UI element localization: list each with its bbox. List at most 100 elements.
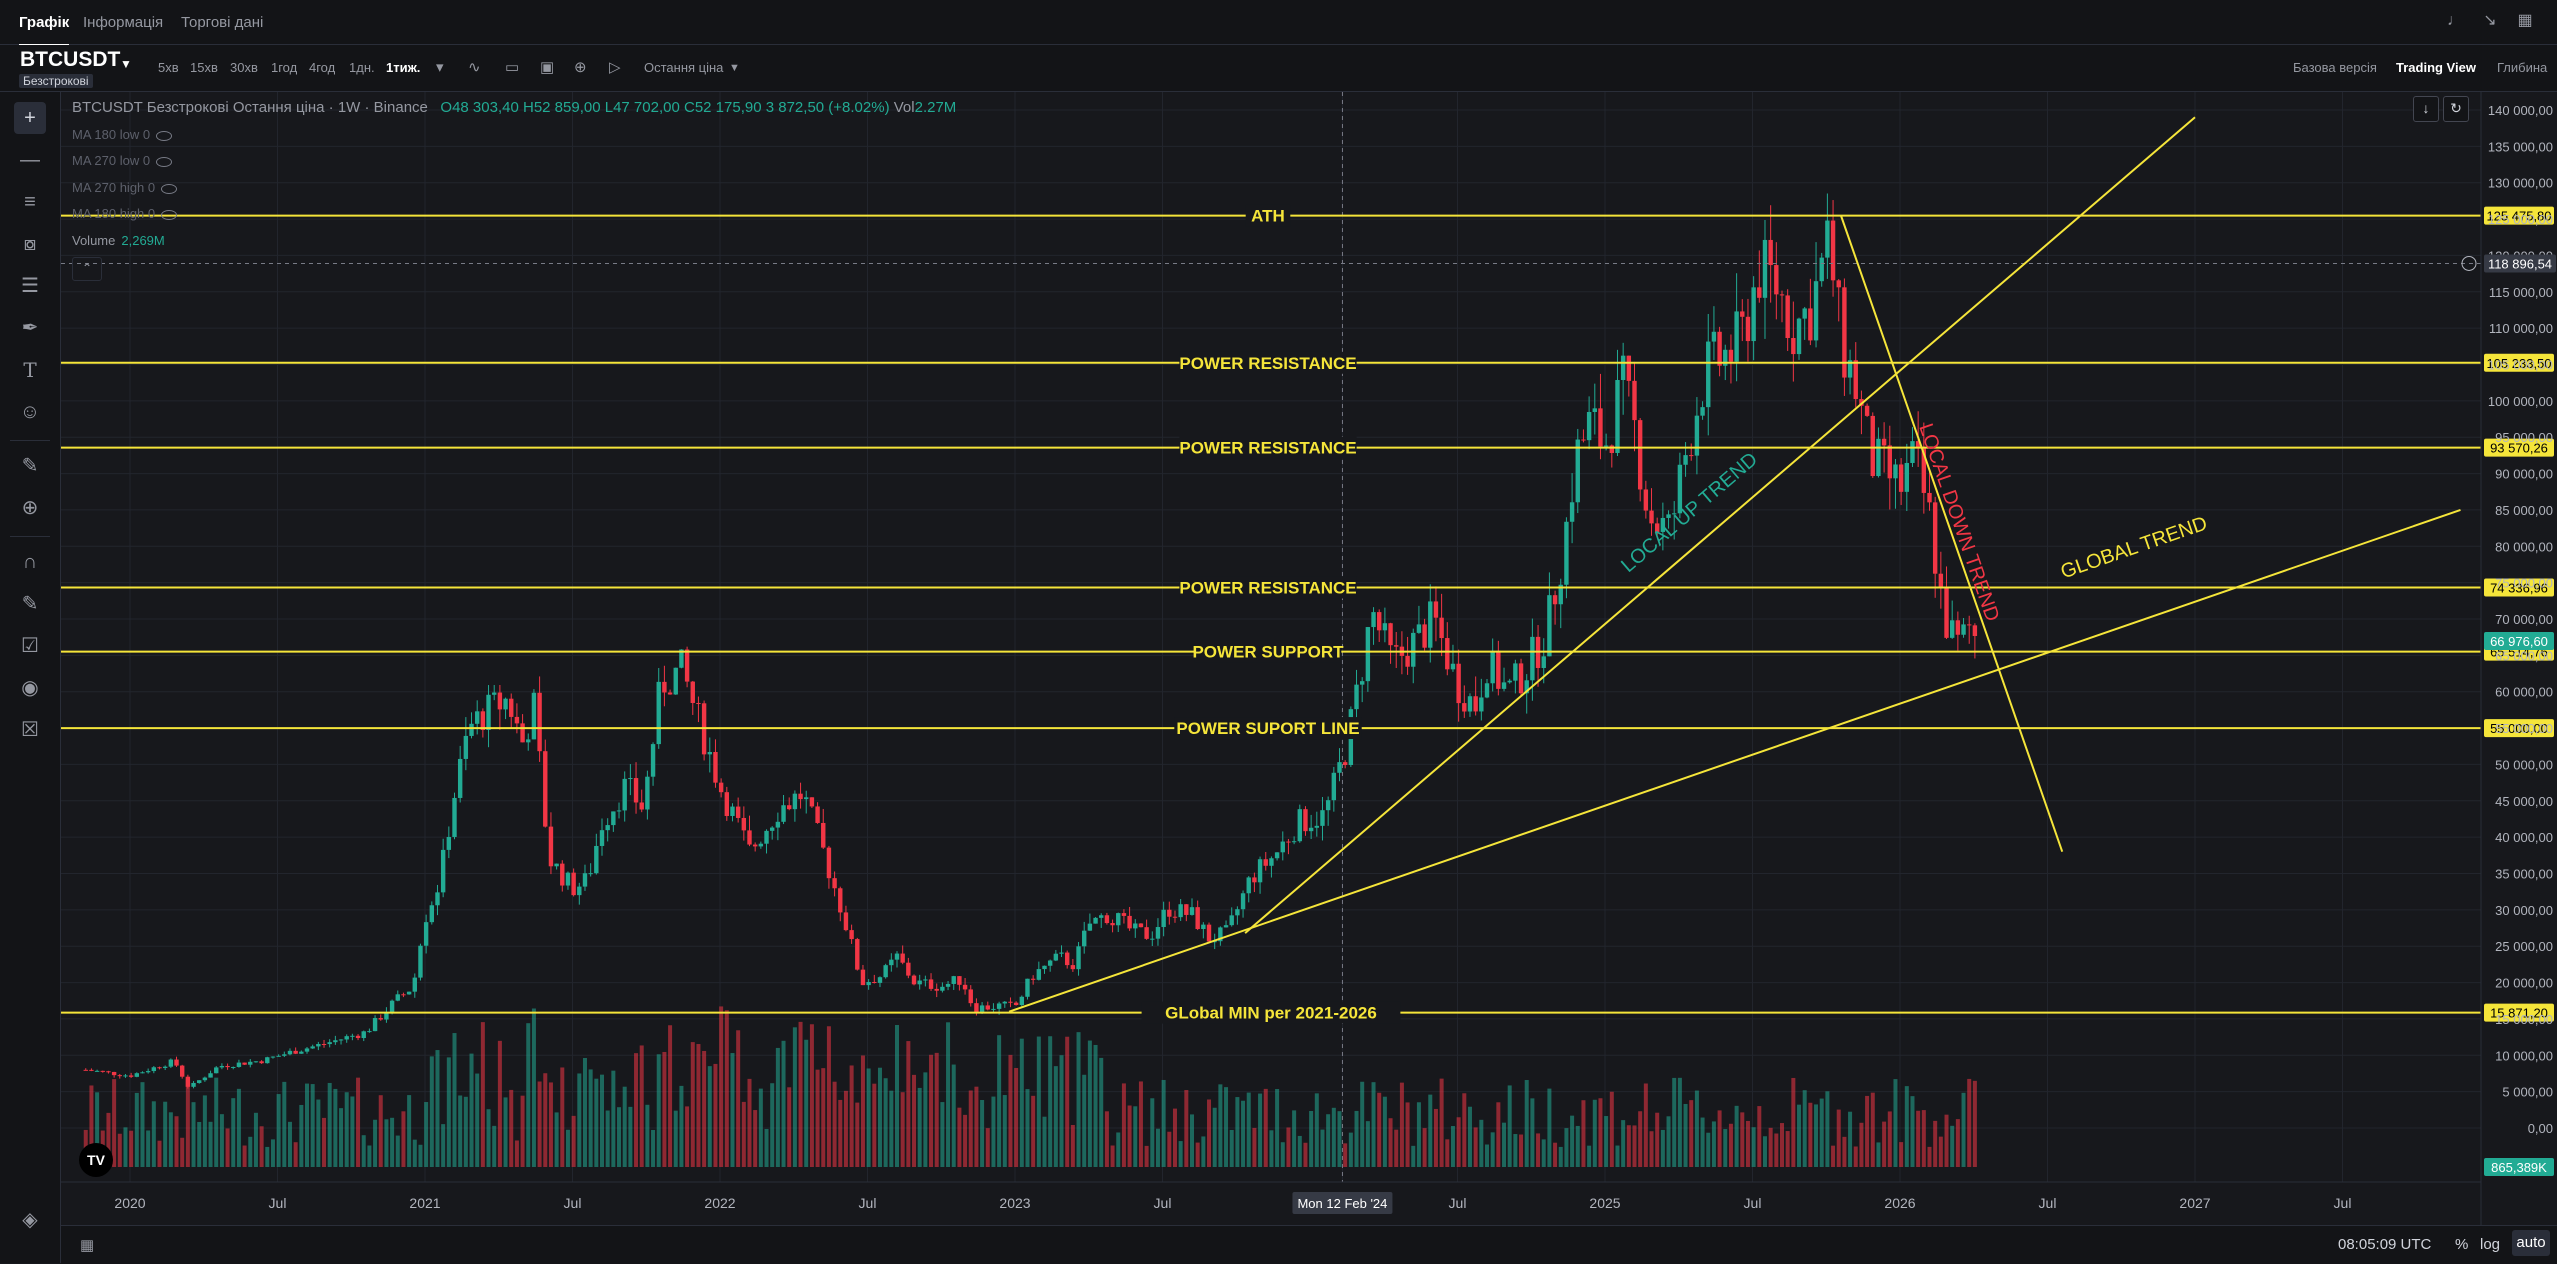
camera-icon[interactable]: ▣ bbox=[540, 59, 555, 76]
candle-body bbox=[1876, 438, 1881, 477]
tab-trading-data[interactable]: Торгові дані bbox=[181, 14, 264, 31]
candle-body bbox=[1972, 625, 1978, 636]
crosshair-icon[interactable]: + bbox=[14, 102, 46, 134]
volume-bar bbox=[1626, 1125, 1631, 1167]
volume-bar bbox=[1853, 1146, 1858, 1167]
candle-body bbox=[1581, 439, 1586, 441]
candle-body bbox=[1172, 916, 1178, 918]
layout-grid-icon[interactable]: ▦ bbox=[2517, 12, 2533, 29]
symbol-dropdown-icon[interactable]: ▼ bbox=[120, 57, 132, 71]
indicators-icon[interactable]: ∿ bbox=[468, 59, 481, 76]
magnet-icon[interactable]: ∩ bbox=[22, 551, 38, 573]
price-tag-bg bbox=[2484, 206, 2554, 225]
timeframe-1h[interactable]: 1год bbox=[271, 60, 298, 75]
volume-bar bbox=[384, 1119, 389, 1167]
volume-bar bbox=[1666, 1116, 1671, 1167]
price-mode-select[interactable]: Остання ціна bbox=[644, 60, 724, 75]
hidden-eye-icon[interactable] bbox=[156, 156, 173, 167]
timeframe-1w[interactable]: 1тиж. bbox=[386, 60, 421, 75]
volume-bar bbox=[1394, 1129, 1399, 1167]
volume-bar bbox=[1258, 1093, 1263, 1167]
price-axis-label: 15 000,00 bbox=[2495, 1012, 2553, 1027]
view-basic[interactable]: Базова версія bbox=[2293, 60, 2377, 75]
volume-bar bbox=[1706, 1132, 1711, 1167]
log-button[interactable]: log bbox=[2480, 1236, 2501, 1253]
timeframe-1d[interactable]: 1дн. bbox=[349, 60, 375, 75]
timeframe-15m[interactable]: 15хв bbox=[190, 60, 218, 75]
price-chart[interactable]: ATH 125 475,80 POWER RESISTANCE 105 233,50 P… bbox=[61, 92, 2557, 1225]
time-axis-label: 2027 bbox=[2179, 1195, 2210, 1211]
volume-bar bbox=[940, 1102, 945, 1167]
volume-bar bbox=[753, 1110, 758, 1167]
eye-icon[interactable]: ◉ bbox=[21, 677, 39, 699]
layers-icon[interactable]: ◈ bbox=[22, 1209, 38, 1231]
emoji-icon[interactable]: ☺ bbox=[19, 401, 41, 423]
candle-body bbox=[497, 692, 503, 710]
auto-button[interactable]: auto bbox=[2512, 1230, 2550, 1256]
indicator-ma270-high[interactable]: MA 270 high 0 bbox=[72, 180, 178, 195]
scroll-down-button[interactable]: ↓ bbox=[2413, 96, 2439, 122]
volume-bar bbox=[1433, 1108, 1438, 1167]
ruler-icon[interactable]: ✎ bbox=[21, 455, 39, 477]
candle-body bbox=[730, 806, 735, 816]
hidden-eye-icon[interactable] bbox=[161, 209, 178, 220]
volume-bar bbox=[1042, 1116, 1047, 1167]
hidden-eye-icon[interactable] bbox=[161, 183, 178, 194]
timeframe-30m[interactable]: 30хв bbox=[230, 60, 258, 75]
lock-drawings-icon[interactable]: ✎ bbox=[21, 593, 39, 615]
candle-body bbox=[906, 962, 911, 976]
candle-body bbox=[168, 1059, 174, 1067]
price-axis-label: 130 000,00 bbox=[2488, 176, 2553, 191]
view-tradingview[interactable]: Trading View bbox=[2396, 60, 2476, 75]
view-depth[interactable]: Глибина bbox=[2497, 60, 2548, 75]
candle-body bbox=[474, 711, 480, 724]
candle-body bbox=[571, 872, 576, 896]
volume-bar bbox=[180, 1137, 185, 1167]
candle-body bbox=[855, 939, 860, 970]
brush-icon[interactable]: ✒ bbox=[21, 317, 39, 339]
horizontal-lines-icon[interactable]: ≡ bbox=[24, 191, 36, 213]
candle-type-icon[interactable]: ▭ bbox=[505, 59, 520, 76]
zoom-in-icon[interactable]: ⊕ bbox=[21, 497, 39, 519]
calendar-icon[interactable]: ▦ bbox=[80, 1237, 95, 1254]
volume-bar bbox=[622, 1086, 627, 1167]
add-icon[interactable]: ⊕ bbox=[574, 59, 587, 76]
lock-icon[interactable]: ☑ bbox=[21, 635, 39, 657]
trash-icon[interactable]: ☒ bbox=[21, 719, 39, 741]
collapse-legend-button[interactable]: ⌃ bbox=[72, 257, 102, 281]
hidden-eye-icon[interactable] bbox=[156, 130, 173, 141]
volume-bar bbox=[730, 1053, 735, 1167]
timeframe-dropdown-icon[interactable]: ▾ bbox=[436, 59, 444, 76]
collapse-icon[interactable]: ↘ bbox=[2483, 12, 2497, 29]
timeframe-5m[interactable]: 5хв bbox=[158, 60, 179, 75]
volume-bar bbox=[968, 1090, 973, 1167]
price-mode-chevron-icon[interactable]: ▼ bbox=[729, 62, 740, 74]
indicator-ma180-high[interactable]: MA 180 high 0 bbox=[72, 206, 178, 221]
candle-body bbox=[1677, 464, 1683, 514]
indicator-ma270-low[interactable]: MA 270 low 0 bbox=[72, 153, 173, 168]
volume-bar bbox=[1592, 1099, 1597, 1167]
fib-icon[interactable]: ☰ bbox=[21, 275, 39, 297]
volume-bar bbox=[1422, 1128, 1427, 1167]
bell-icon[interactable]: ♩ bbox=[2447, 12, 2463, 29]
candle-body bbox=[1501, 682, 1507, 689]
indicator-ma180-low[interactable]: MA 180 low 0 bbox=[72, 127, 173, 142]
trend-line-icon[interactable]: — bbox=[20, 149, 40, 171]
pattern-icon[interactable]: ⧇ bbox=[23, 233, 37, 255]
tab-info[interactable]: Інформація bbox=[83, 14, 164, 31]
symbol-name[interactable]: BTCUSDT bbox=[20, 48, 121, 71]
timeframe-4h[interactable]: 4год bbox=[309, 60, 336, 75]
tab-chart[interactable]: Графік bbox=[19, 14, 70, 46]
candle-body bbox=[639, 802, 644, 810]
volume-bar bbox=[407, 1095, 412, 1167]
candle-body bbox=[1286, 841, 1291, 843]
volume-bar bbox=[1694, 1090, 1699, 1167]
volume-legend[interactable]: Volume 2,269M bbox=[72, 233, 165, 248]
volume-bar bbox=[696, 1044, 701, 1167]
text-icon[interactable]: T bbox=[23, 358, 37, 382]
reset-chart-button[interactable]: ↻ bbox=[2443, 96, 2469, 122]
volume-bar bbox=[253, 1112, 258, 1167]
volume-bar bbox=[1734, 1105, 1739, 1167]
replay-icon[interactable]: ▷ bbox=[609, 59, 621, 76]
percent-button[interactable]: % bbox=[2455, 1236, 2469, 1253]
